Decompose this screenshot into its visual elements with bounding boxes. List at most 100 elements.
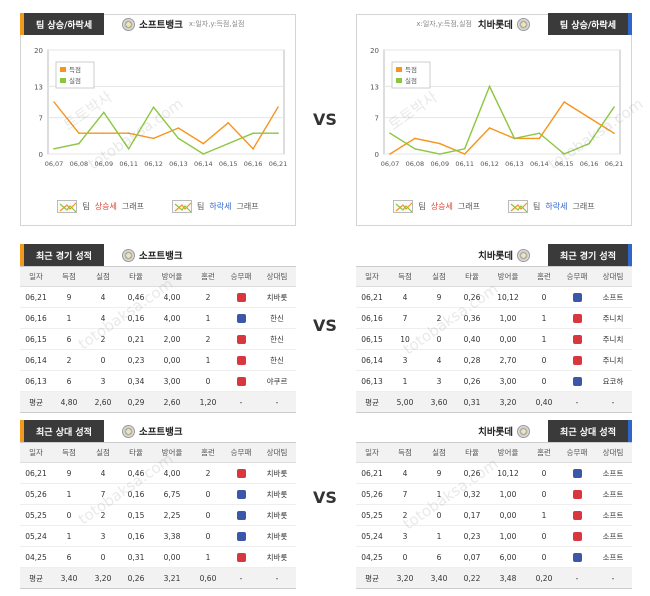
table-cell: 야쿠르 [258, 370, 296, 392]
table-cell: 6 [422, 546, 456, 568]
y-tick-label: 13 [34, 83, 43, 91]
average-cell: 4,80 [52, 391, 86, 413]
table-cell: 4,00 [152, 286, 192, 308]
average-cell: 5,00 [388, 391, 422, 413]
table-row: 06,13 1 3 0,26 3,00 0 요코하 [356, 370, 632, 392]
table-cell: 05,24 [20, 525, 52, 547]
table-cell: 0 [192, 525, 224, 547]
legend-up-suffix: 그래프 [457, 202, 480, 211]
average-cell: 3,40 [52, 567, 86, 589]
table-cell: 6 [52, 328, 86, 350]
table-cell: 0 [52, 504, 86, 526]
table-cell: 6,75 [152, 483, 192, 505]
legend-down: 팀 하락세 그래프 [172, 200, 259, 213]
average-cell: 3,60 [422, 391, 456, 413]
table-cell: 0,23 [120, 349, 152, 371]
table-row: 04,25 0 6 0,07 6,00 0 소프트 [356, 546, 632, 568]
table-cell: 05,26 [356, 483, 388, 505]
x-tick-label: 06,11 [455, 160, 474, 168]
table-cell: 치바롯 [258, 525, 296, 547]
table-cell: 2,25 [152, 504, 192, 526]
legend-label: 득점 [405, 66, 417, 74]
column-header: 타율 [456, 442, 488, 463]
table-row: 06,14 3 4 0,28 2,70 0 주니치 [356, 349, 632, 371]
table-cell: 0 [192, 370, 224, 392]
table-cell: 05,24 [356, 525, 388, 547]
table-row: 05,25 2 0 0,17 0,00 1 소프트 [356, 504, 632, 526]
average-cell: 평균 [20, 391, 52, 413]
data-point [389, 132, 391, 134]
result-cell [560, 370, 594, 392]
y-tick-label: 20 [34, 47, 43, 55]
average-cell: 0,31 [456, 391, 488, 413]
table-cell: 1 [422, 525, 456, 547]
average-cell: 3,48 [488, 567, 528, 589]
lose-badge-icon [236, 531, 246, 541]
average-cell: 3,40 [422, 567, 456, 589]
table-cell: 소프트 [594, 462, 632, 484]
result-cell [224, 349, 258, 371]
x-tick-label: 06,12 [480, 160, 499, 168]
legend-up-away: 팀 상승세 그래프 [393, 200, 480, 213]
legend-down-word: 하락세 [209, 202, 232, 211]
table-cell: 3,00 [488, 370, 528, 392]
average-cell: 3,20 [86, 567, 120, 589]
table-row: 06,15 10 0 0,40 0,00 1 주니치 [356, 328, 632, 350]
data-point [538, 137, 541, 140]
win-badge-icon [236, 334, 246, 344]
y-tick-label: 7 [39, 115, 43, 123]
table-cell: 1 [528, 307, 560, 329]
table-cell: 소프트 [594, 483, 632, 505]
column-header: 홈런 [528, 442, 560, 463]
result-cell [224, 307, 258, 329]
table-cell: 04,25 [356, 546, 388, 568]
result-cell [560, 307, 594, 329]
home-team-label: 소프트뱅크 [139, 20, 183, 31]
table-cell: 0 [192, 483, 224, 505]
team-emblem-icon [516, 17, 530, 31]
lose-badge-icon [236, 313, 246, 323]
column-header: 방어율 [488, 442, 528, 463]
win-badge-icon [572, 510, 582, 520]
data-point [102, 111, 105, 114]
x-tick-label: 06,08 [70, 160, 89, 168]
average-cell: - [224, 391, 258, 413]
table-cell: 2 [192, 286, 224, 308]
table-cell: 06,21 [20, 462, 52, 484]
data-point [588, 116, 590, 119]
average-cell: 평균 [20, 567, 52, 589]
legend-up-prefix: 팀 [418, 202, 426, 211]
data-point [588, 142, 590, 145]
table-cell: 06,21 [20, 286, 52, 308]
table-cell: 05,25 [20, 504, 52, 526]
table-cell: 06,14 [356, 349, 388, 371]
series-line-1 [389, 84, 615, 155]
legend-box [55, 61, 95, 89]
trend-title-away: 팀 상승/하락세 [547, 13, 632, 35]
data-point [53, 101, 55, 103]
data-point [177, 127, 180, 129]
average-cell: 2,60 [152, 391, 192, 413]
x-tick-label: 06,14 [194, 160, 213, 168]
average-cell: - [560, 567, 594, 589]
away-trend-legend: 팀 상승세 그래프 팀 하락세 그래프 [356, 200, 632, 213]
table-cell: 한신 [258, 328, 296, 350]
table-cell: 0 [528, 370, 560, 392]
x-tick-label: 06,14 [530, 160, 549, 168]
legend-down-away: 팀 하락세 그래프 [508, 200, 595, 213]
average-cell: - [258, 567, 296, 589]
recent-title: 최근 경기 성적 [20, 244, 104, 266]
table-cell: 1 [528, 504, 560, 526]
table-cell: 1,00 [488, 307, 528, 329]
table-cell: 0 [86, 546, 120, 568]
table-cell: 0,26 [456, 286, 488, 308]
column-header: 득점 [388, 266, 422, 287]
lose-badge-icon [236, 489, 246, 499]
rise-graph-icon [393, 200, 414, 213]
win-badge-icon [236, 468, 246, 478]
table-cell: 0 [192, 504, 224, 526]
fall-graph-icon [172, 200, 192, 213]
table-cell: 06,15 [356, 328, 388, 350]
table-cell: 6 [52, 370, 86, 392]
win-badge-icon [572, 313, 582, 323]
